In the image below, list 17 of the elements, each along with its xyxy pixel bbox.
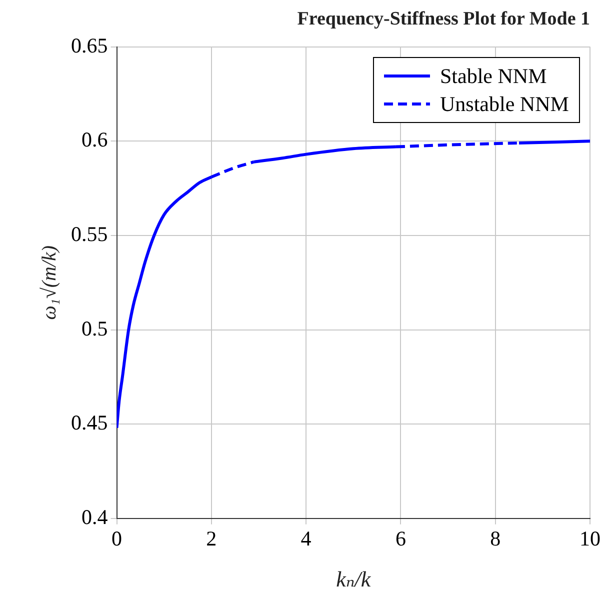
legend-label: Stable NNM [440,62,547,90]
x-axis-title: kₙ/k [336,566,372,592]
y-axis-title: ω₁√(m/k) [38,245,60,320]
y-tick-label: 0.45 [71,410,108,435]
x-tick-label: 8 [490,526,501,551]
y-tick-label: 0.5 [82,316,108,340]
x-tick-label: 6 [395,526,406,551]
y-tick-label: 0.6 [82,128,108,152]
y-tick-label: 0.55 [71,222,108,246]
chart-title: Frequency-Stiffness Plot for Mode 1 [297,8,590,30]
legend-label: Unstable NNM [440,90,569,118]
y-tick-label: 0.4 [82,504,108,529]
x-tick-label: 10 [580,526,600,551]
x-tick-label: 0 [112,526,122,551]
x-tick-label: 4 [300,526,312,551]
y-tick-label: 0.65 [71,33,108,58]
x-tick-label: 2 [206,526,217,551]
